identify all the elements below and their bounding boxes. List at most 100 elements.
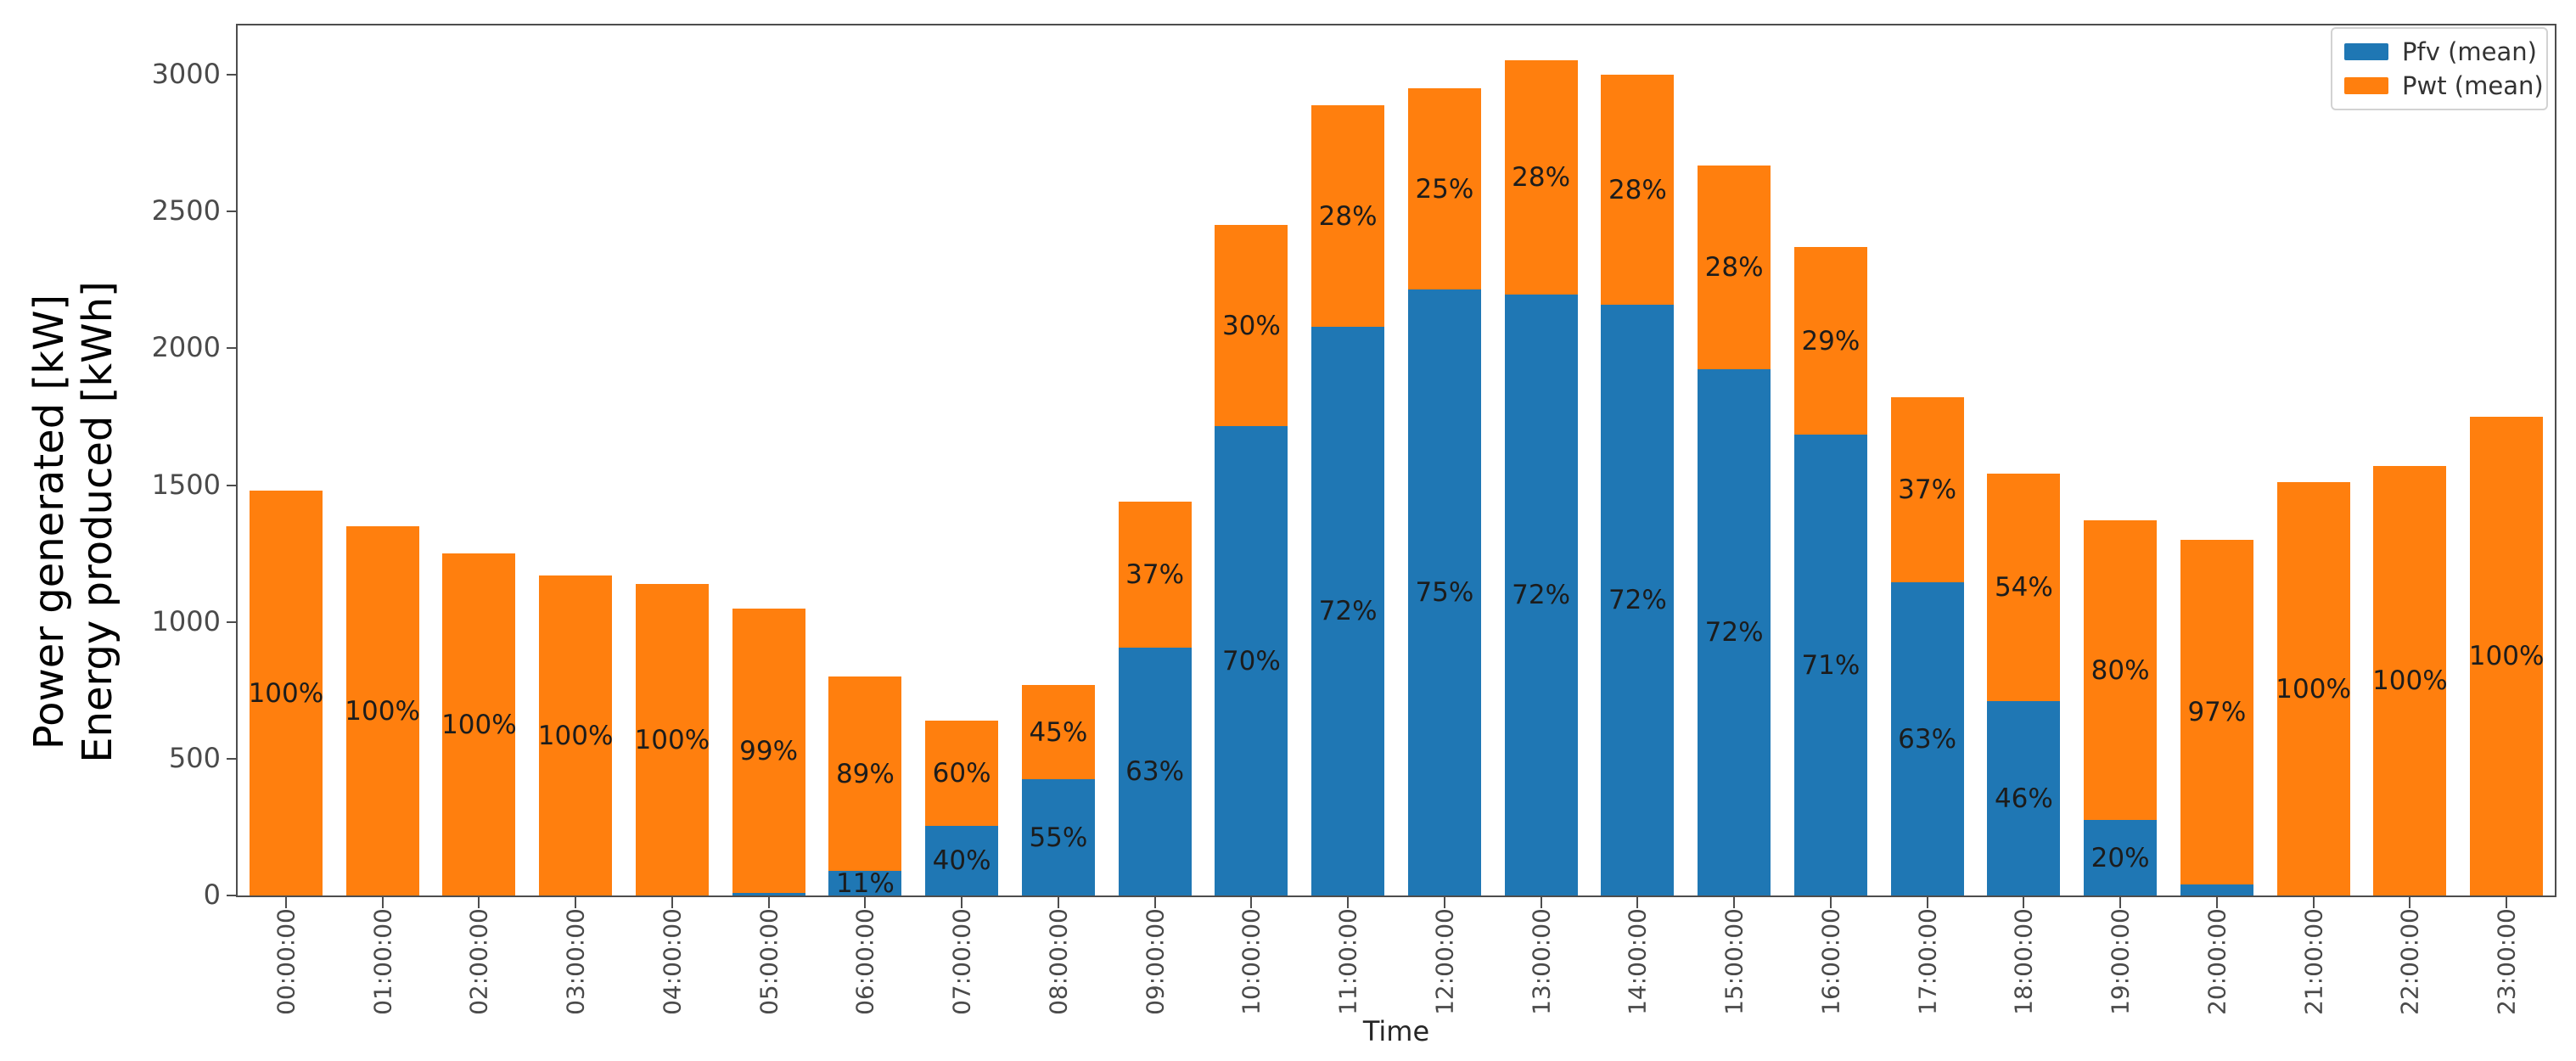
bar-08:00:00: 45% 55% — [1021, 685, 1095, 895]
bar-14-pwt-segment: 28% — [1601, 75, 1675, 305]
pwt-swatch — [2344, 77, 2388, 94]
x-axis-bottom-spine — [236, 895, 2556, 897]
x-tick-mark-14 — [1636, 897, 1639, 908]
y-tick-mark-500 — [227, 757, 236, 760]
x-tick-mark-1 — [381, 897, 384, 908]
bar-11-pwt-segment: 28% — [1311, 105, 1385, 327]
bar-17-pfv-label: 63% — [1898, 723, 1957, 755]
x-tick-label-10: 10:00:00 — [1237, 908, 1266, 1015]
bar-6-pwt-label: 89% — [835, 758, 895, 789]
bar-15-pfv-label: 72% — [1704, 617, 1764, 648]
bar-8-pfv-label: 55% — [1029, 822, 1088, 853]
y-tick-label-500: 500 — [168, 741, 221, 774]
x-tick-mark-22 — [2409, 897, 2411, 908]
bar-5-pfv-segment — [732, 893, 805, 895]
bar-17-pwt-label: 37% — [1898, 474, 1957, 505]
bar-13:00:00: 28% 72% — [1504, 60, 1578, 895]
bar-12-pwt-segment: 25% — [1407, 88, 1481, 289]
x-tick-mark-11 — [1347, 897, 1350, 908]
bar-01:00:00: 100% — [345, 526, 420, 895]
bar-1-pwt-segment: 100% — [345, 526, 420, 895]
bar-8-pfv-segment: 55% — [1021, 779, 1095, 895]
x-tick-label-11: 11:00:00 — [1333, 908, 1362, 1015]
x-tick-mark-12 — [1443, 897, 1445, 908]
bar-19:00:00: 80% 20% — [2084, 520, 2158, 895]
x-tick-label-22: 22:00:00 — [2395, 908, 2424, 1015]
bar-05:00:00: 99% — [732, 609, 805, 895]
bar-22-pwt-segment: 100% — [2372, 466, 2448, 895]
bar-7-pfv-segment: 40% — [925, 826, 999, 895]
bar-12-pwt-label: 25% — [1415, 173, 1474, 205]
bar-12-pfv-label: 75% — [1415, 577, 1474, 608]
bar-03:00:00: 100% — [537, 575, 614, 895]
y-tick-label-1500: 1500 — [151, 468, 221, 501]
x-tick-label-14: 14:00:00 — [1623, 908, 1652, 1015]
legend-item-pwt: Pwt (mean) — [2332, 71, 2546, 100]
legend-label-pwt: Pwt (mean) — [2402, 71, 2544, 100]
bar-13-pfv-label: 72% — [1512, 580, 1571, 610]
x-tick-label-12: 12:00:00 — [1430, 908, 1459, 1015]
x-tick-mark-4 — [671, 897, 673, 908]
x-tick-label-23: 23:00:00 — [2492, 908, 2521, 1015]
x-tick-mark-19 — [2119, 897, 2122, 908]
x-tick-label-5: 05:00:00 — [755, 908, 783, 1015]
x-tick-mark-0 — [284, 897, 287, 908]
x-tick-label-19: 19:00:00 — [2106, 908, 2135, 1015]
x-tick-label-6: 06:00:00 — [850, 908, 879, 1015]
bar-4-pwt-label: 100% — [634, 724, 710, 755]
y-tick-label-2500: 2500 — [151, 194, 221, 227]
bar-13-pfv-segment: 72% — [1504, 295, 1578, 895]
bar-3-pwt-label: 100% — [537, 720, 614, 751]
bar-6-pfv-label: 11% — [835, 867, 895, 899]
bar-4-pwt-segment: 100% — [634, 584, 710, 895]
bar-13-pwt-label: 28% — [1512, 162, 1571, 193]
bar-10-pfv-segment: 70% — [1215, 426, 1288, 895]
bar-06:00:00: 89% 11% — [828, 676, 902, 899]
bar-3-pwt-segment: 100% — [537, 575, 614, 895]
bar-15:00:00: 28% 72% — [1698, 166, 1771, 895]
y-tick-label-3000: 3000 — [151, 58, 221, 90]
bar-12:00:00: 25% 75% — [1407, 88, 1481, 895]
bar-1-pwt-label: 100% — [345, 695, 420, 727]
x-tick-mark-21 — [2312, 897, 2315, 908]
x-tick-label-8: 08:00:00 — [1044, 908, 1073, 1015]
bar-14-pfv-label: 72% — [1608, 585, 1667, 615]
bar-9-pwt-label: 37% — [1125, 559, 1185, 590]
bar-11-pfv-label: 72% — [1318, 596, 1378, 626]
bar-23-pwt-segment: 100% — [2469, 417, 2544, 895]
bar-18-pwt-label: 54% — [1994, 572, 2053, 603]
bar-21-pwt-label: 100% — [2276, 673, 2351, 705]
bar-02:00:00: 100% — [441, 553, 517, 895]
bar-16-pwt-label: 29% — [1801, 325, 1860, 356]
bar-8-pwt-label: 45% — [1029, 716, 1088, 748]
x-tick-label-16: 16:00:00 — [1816, 908, 1845, 1015]
y-tick-mark-2000 — [227, 347, 236, 350]
bar-20-pwt-label: 97% — [2187, 697, 2247, 727]
x-tick-label-7: 07:00:00 — [947, 908, 976, 1015]
x-tick-label-15: 15:00:00 — [1720, 908, 1748, 1015]
y-tick-mark-1000 — [227, 620, 236, 623]
y-tick-mark-1500 — [227, 484, 236, 486]
bar-10:00:00: 30% 70% — [1215, 225, 1288, 895]
pfv-swatch — [2344, 43, 2388, 60]
bar-15-pwt-segment: 28% — [1698, 166, 1771, 369]
y-tick-label-0: 0 — [203, 879, 221, 911]
x-tick-mark-23 — [2506, 897, 2508, 908]
bar-18-pwt-segment: 54% — [1987, 474, 2061, 701]
bar-2-pwt-label: 100% — [441, 709, 517, 740]
bar-8-pwt-segment: 45% — [1021, 685, 1095, 779]
top-spine — [236, 24, 2556, 25]
x-tick-mark-13 — [1540, 897, 1542, 908]
bar-16-pfv-segment: 71% — [1793, 435, 1867, 895]
bar-16-pwt-segment: 29% — [1793, 247, 1867, 435]
x-tick-label-9: 09:00:00 — [1141, 908, 1170, 1015]
bar-10-pfv-label: 70% — [1221, 645, 1281, 676]
bar-22:00:00: 100% — [2372, 466, 2448, 895]
x-tick-label-21: 21:00:00 — [2299, 908, 2328, 1015]
x-tick-label-18: 18:00:00 — [2009, 908, 2038, 1015]
bar-5-pwt-label: 99% — [739, 735, 799, 766]
x-tick-label-3: 03:00:00 — [561, 908, 590, 1015]
bar-7-pfv-label: 40% — [932, 845, 991, 876]
legend: Pfv (mean) Pwt (mean) — [2331, 27, 2548, 110]
bar-12-pfv-segment: 75% — [1407, 289, 1481, 895]
